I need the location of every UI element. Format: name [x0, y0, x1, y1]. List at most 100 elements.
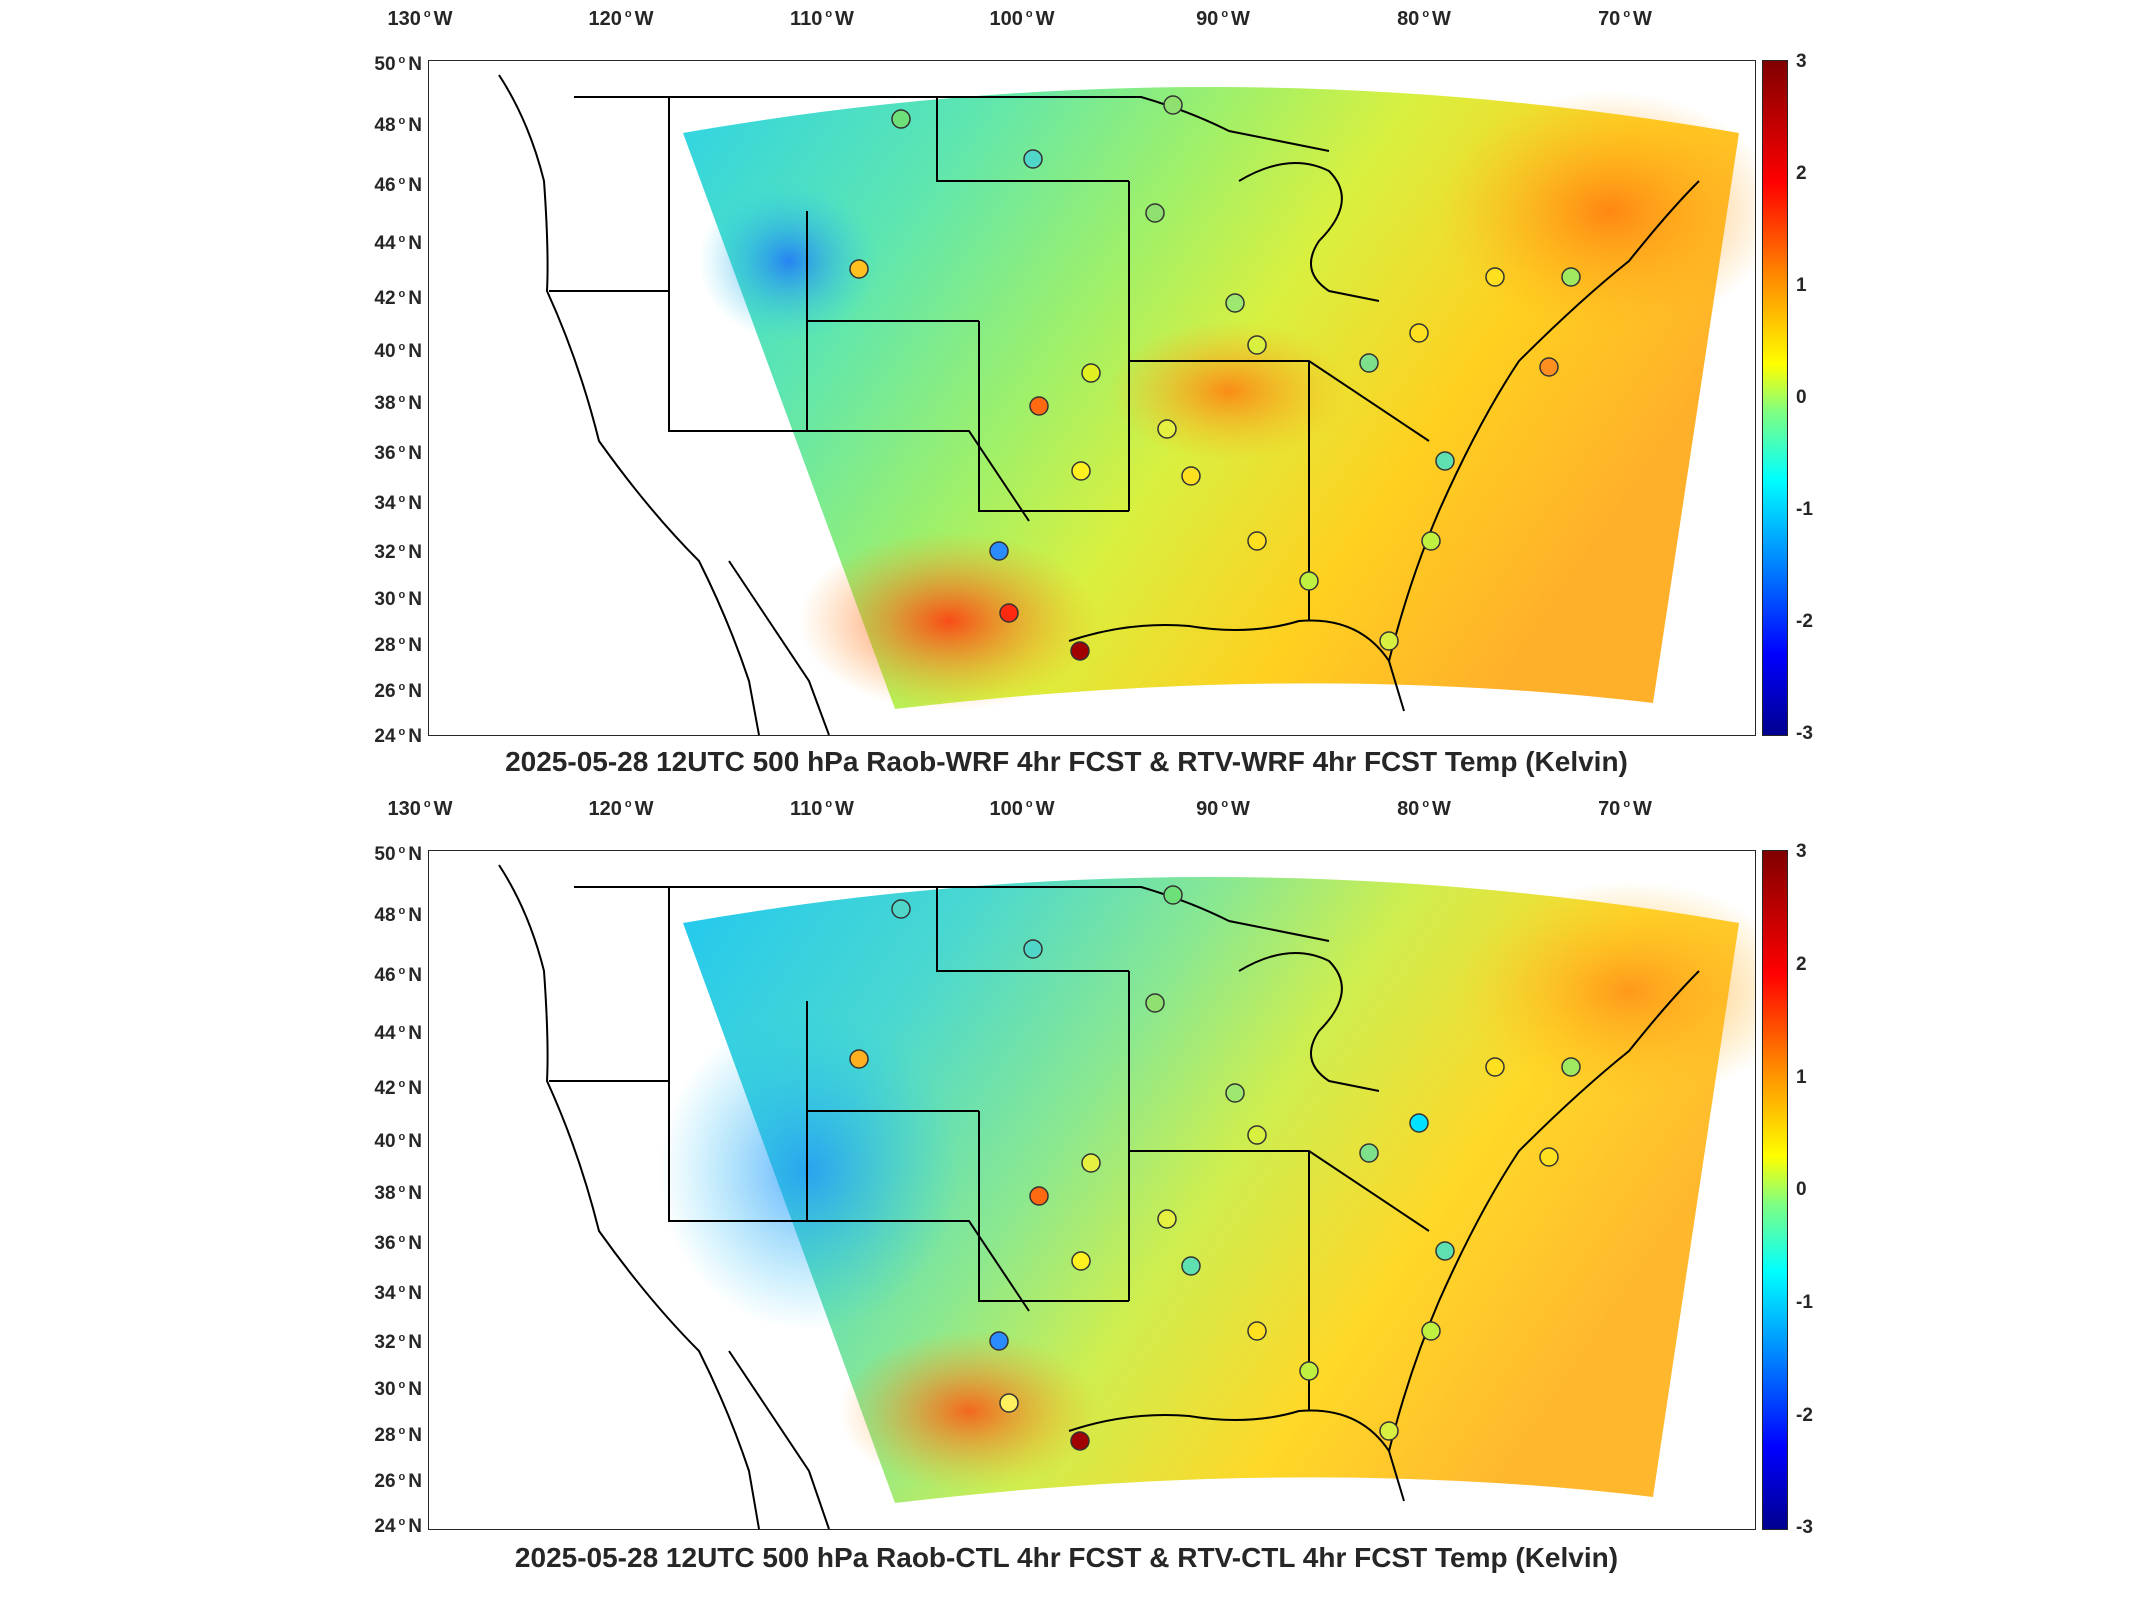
lat-label-50: 50 o N [374, 843, 422, 866]
state-line-5 [806, 1111, 1030, 1312]
map-panel-top: 130 o W 120 o W 110 o W 100 o W 90 o W 80 o W 70 o W 5… [374, 8, 1813, 777]
lat-label-32: 32 o N [374, 541, 422, 564]
lon-label-130: 130 o W [387, 8, 453, 30]
lat-label-44: 44 o N [374, 232, 422, 255]
station-marker [1539, 1147, 1559, 1167]
map-plot-area [428, 60, 1756, 736]
station-marker [849, 1049, 869, 1069]
station-marker [1561, 267, 1581, 287]
station-marker [1359, 353, 1379, 373]
station-marker [989, 541, 1009, 561]
station-marker [891, 109, 911, 129]
lat-label-28: 28 o N [374, 634, 422, 657]
station-markers [849, 95, 1581, 661]
station-marker [1359, 1143, 1379, 1163]
east-coast [1388, 180, 1700, 662]
lat-label-32: 32 o N [374, 1331, 422, 1354]
station-marker [999, 1393, 1019, 1413]
state-line-1 [549, 97, 670, 292]
map-svg [498, 864, 1755, 1529]
warm-anomaly-northeast [1459, 881, 1755, 1101]
great-lakes [1238, 952, 1380, 1092]
station-marker [1247, 335, 1267, 355]
station-marker [1029, 1186, 1049, 1206]
lon-label-120: 120 o W [588, 798, 654, 820]
station-marker [1409, 1113, 1429, 1133]
lat-label-26: 26 o N [374, 1470, 422, 1493]
state-line-2 [668, 1081, 829, 1222]
station-marker [1247, 1321, 1267, 1341]
colorbar-tick-neg2: -2 [1796, 611, 1813, 632]
lon-label-130: 130 o W [387, 798, 453, 820]
colorbar-tick-1: 1 [1796, 1067, 1807, 1088]
station-marker [1299, 571, 1319, 591]
station-marker [1247, 531, 1267, 551]
station-marker [1435, 451, 1455, 471]
lon-label-100: 100 o W [989, 798, 1055, 820]
station-marker [1435, 1241, 1455, 1261]
lat-label-30: 30 o N [374, 588, 422, 611]
lon-label-90: 90 o W [1196, 798, 1250, 820]
baja-coast [728, 1350, 830, 1529]
station-marker [891, 899, 911, 919]
lat-label-34: 34 o N [374, 1282, 422, 1305]
warm-anomaly-midwest [1109, 321, 1349, 461]
state-line-5 [806, 321, 1030, 522]
warm-anomaly-northeast [1439, 91, 1755, 331]
great-lakes [1238, 162, 1380, 302]
station-marker [1145, 203, 1165, 223]
station-marker [1163, 95, 1183, 115]
station-marker [1421, 1321, 1441, 1341]
lat-label-46: 46 o N [374, 174, 422, 197]
map-svg [498, 74, 1755, 735]
lon-label-70: 70 o W [1598, 8, 1652, 30]
station-marker [1081, 363, 1101, 383]
colorbar-tick-3: 3 [1796, 51, 1807, 72]
state-line-4 [936, 887, 1129, 972]
colorbar [1762, 60, 1788, 736]
station-marker [1379, 1421, 1399, 1441]
state-line-2 [668, 291, 829, 432]
us-canada-border [574, 886, 1330, 942]
state-line-1 [549, 887, 670, 1082]
lon-label-90: 90 o W [1196, 8, 1250, 30]
lat-label-30: 30 o N [374, 1378, 422, 1401]
station-marker [1485, 1057, 1505, 1077]
station-marker [1145, 993, 1165, 1013]
station-marker [849, 259, 869, 279]
station-marker [1409, 323, 1429, 343]
station-marker [1070, 641, 1090, 661]
station-marker [989, 1331, 1009, 1351]
lat-label-28: 28 o N [374, 1424, 422, 1447]
station-marker [1421, 531, 1441, 551]
lat-label-42: 42 o N [374, 1077, 422, 1100]
station-marker [1379, 631, 1399, 651]
station-marker [1299, 1361, 1319, 1381]
station-marker [1561, 1057, 1581, 1077]
station-marker [1157, 419, 1177, 439]
station-marker [1029, 396, 1049, 416]
colorbar-tick-1: 1 [1796, 275, 1807, 296]
lon-label-80: 80 o W [1397, 798, 1451, 820]
colorbar-tick-neg2: -2 [1796, 1405, 1813, 1426]
us-canada-border [574, 96, 1330, 152]
state-line-6 [978, 1111, 1129, 1302]
lat-label-48: 48 o N [374, 904, 422, 927]
colorbar-tick-2: 2 [1796, 954, 1807, 975]
gulf-coast [1068, 619, 1405, 712]
lat-label-42: 42 o N [374, 287, 422, 310]
lon-label-110: 110 o W [790, 8, 854, 30]
boundary-lines [498, 864, 1700, 1529]
station-marker [1071, 461, 1091, 481]
lat-label-34: 34 o N [374, 492, 422, 515]
lat-label-48: 48 o N [374, 114, 422, 137]
station-marker [1225, 293, 1245, 313]
map-plot-area [428, 850, 1756, 1530]
station-markers [849, 885, 1581, 1451]
lat-label-26: 26 o N [374, 680, 422, 703]
cool-anomaly-west [659, 1011, 959, 1331]
colorbar [1762, 850, 1788, 1530]
east-coast [1388, 970, 1700, 1452]
colorbar-tick-neg1: -1 [1796, 1292, 1813, 1313]
lat-label-50: 50 o N [374, 53, 422, 76]
